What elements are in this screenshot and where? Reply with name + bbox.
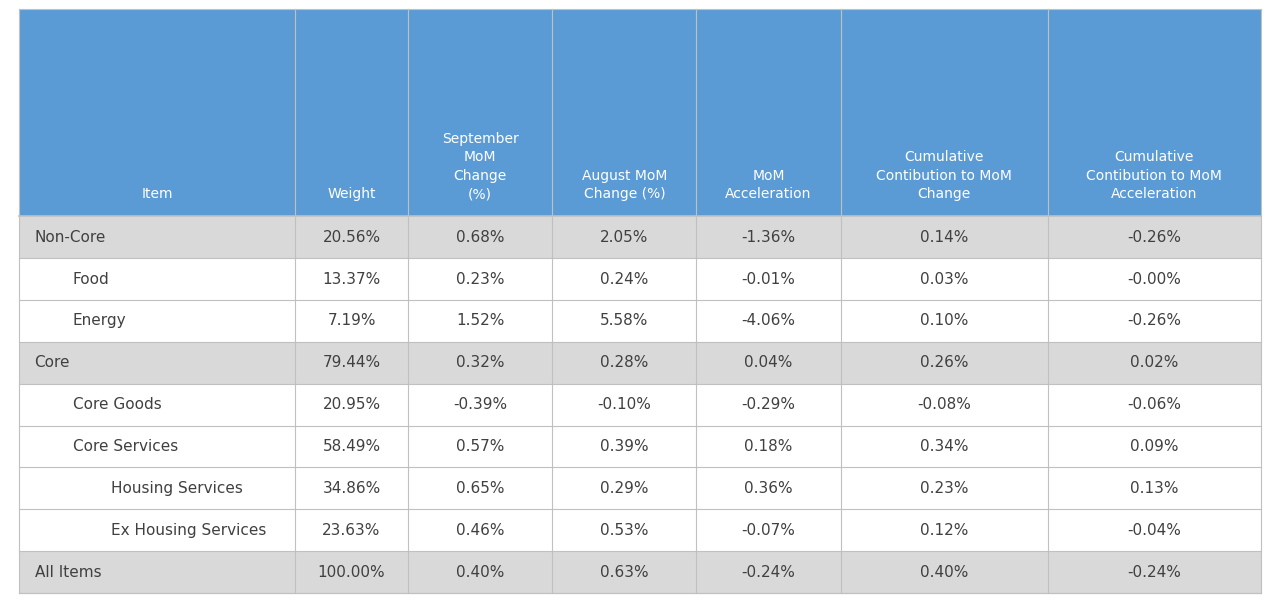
Text: 1.52%: 1.52% [456, 314, 504, 329]
Text: Food: Food [73, 272, 110, 287]
Text: 0.12%: 0.12% [920, 523, 968, 538]
Text: Ex Housing Services: Ex Housing Services [111, 523, 266, 538]
Text: August MoM
Change (%): August MoM Change (%) [581, 169, 667, 201]
Text: -0.06%: -0.06% [1128, 397, 1181, 412]
Bar [19, 426, 1261, 467]
Text: 0.14%: 0.14% [920, 230, 968, 245]
Text: 0.10%: 0.10% [920, 314, 968, 329]
Text: -0.24%: -0.24% [1128, 565, 1181, 580]
Text: Core: Core [35, 355, 70, 370]
Bar [19, 342, 1261, 383]
Text: 0.63%: 0.63% [600, 565, 649, 580]
Text: 58.49%: 58.49% [323, 439, 380, 454]
Text: 0.40%: 0.40% [456, 565, 504, 580]
Text: 0.32%: 0.32% [456, 355, 504, 370]
Text: 13.37%: 13.37% [323, 272, 380, 287]
Text: September
MoM
Change
(%): September MoM Change (%) [442, 132, 518, 201]
Text: 0.40%: 0.40% [920, 565, 968, 580]
Text: Core Goods: Core Goods [73, 397, 161, 412]
Text: Item: Item [141, 187, 173, 201]
Bar [19, 509, 1261, 551]
Text: 20.56%: 20.56% [323, 230, 380, 245]
Text: -0.07%: -0.07% [741, 523, 795, 538]
Text: -4.06%: -4.06% [741, 314, 796, 329]
Text: 2.05%: 2.05% [600, 230, 649, 245]
Text: 0.26%: 0.26% [920, 355, 969, 370]
Text: 5.58%: 5.58% [600, 314, 649, 329]
Text: 0.65%: 0.65% [456, 481, 504, 496]
Text: -1.36%: -1.36% [741, 230, 796, 245]
Text: 0.18%: 0.18% [745, 439, 792, 454]
Text: 0.68%: 0.68% [456, 230, 504, 245]
Text: Cumulative
Contibution to MoM
Change: Cumulative Contibution to MoM Change [877, 150, 1012, 201]
Text: 0.13%: 0.13% [1130, 481, 1179, 496]
Text: Energy: Energy [73, 314, 127, 329]
Text: 0.09%: 0.09% [1130, 439, 1179, 454]
Text: 0.57%: 0.57% [456, 439, 504, 454]
Text: 20.95%: 20.95% [323, 397, 380, 412]
Text: Cumulative
Contibution to MoM
Acceleration: Cumulative Contibution to MoM Accelerati… [1087, 150, 1222, 201]
Text: 7.19%: 7.19% [328, 314, 376, 329]
Text: Weight: Weight [328, 187, 376, 201]
Text: 0.29%: 0.29% [600, 481, 649, 496]
Text: 34.86%: 34.86% [323, 481, 380, 496]
Text: -0.08%: -0.08% [918, 397, 972, 412]
Text: All Items: All Items [35, 565, 101, 580]
Text: 100.00%: 100.00% [317, 565, 385, 580]
Bar [19, 467, 1261, 509]
Text: Non-Core: Non-Core [35, 230, 106, 245]
Text: -0.39%: -0.39% [453, 397, 507, 412]
Text: 0.02%: 0.02% [1130, 355, 1179, 370]
Text: -0.10%: -0.10% [598, 397, 652, 412]
Text: 0.46%: 0.46% [456, 523, 504, 538]
Text: 0.39%: 0.39% [600, 439, 649, 454]
Text: 0.03%: 0.03% [920, 272, 969, 287]
Text: 0.23%: 0.23% [920, 481, 969, 496]
Text: -0.00%: -0.00% [1128, 272, 1181, 287]
Text: -0.26%: -0.26% [1128, 314, 1181, 329]
Text: 0.04%: 0.04% [745, 355, 792, 370]
Text: 0.24%: 0.24% [600, 272, 649, 287]
Text: -0.24%: -0.24% [741, 565, 795, 580]
Text: -0.29%: -0.29% [741, 397, 796, 412]
Bar [19, 383, 1261, 426]
Bar [19, 216, 1261, 258]
Text: 0.53%: 0.53% [600, 523, 649, 538]
Text: 0.34%: 0.34% [920, 439, 969, 454]
Text: MoM
Acceleration: MoM Acceleration [726, 169, 812, 201]
Text: -0.01%: -0.01% [741, 272, 795, 287]
Bar [19, 9, 1261, 216]
Text: Housing Services: Housing Services [111, 481, 243, 496]
Text: 23.63%: 23.63% [323, 523, 380, 538]
Text: -0.04%: -0.04% [1128, 523, 1181, 538]
Bar [19, 551, 1261, 593]
Bar [19, 258, 1261, 300]
Text: 0.23%: 0.23% [456, 272, 504, 287]
Text: -0.26%: -0.26% [1128, 230, 1181, 245]
Text: 79.44%: 79.44% [323, 355, 380, 370]
Text: 0.36%: 0.36% [744, 481, 792, 496]
Text: 0.28%: 0.28% [600, 355, 649, 370]
Text: Core Services: Core Services [73, 439, 178, 454]
Bar [19, 300, 1261, 342]
